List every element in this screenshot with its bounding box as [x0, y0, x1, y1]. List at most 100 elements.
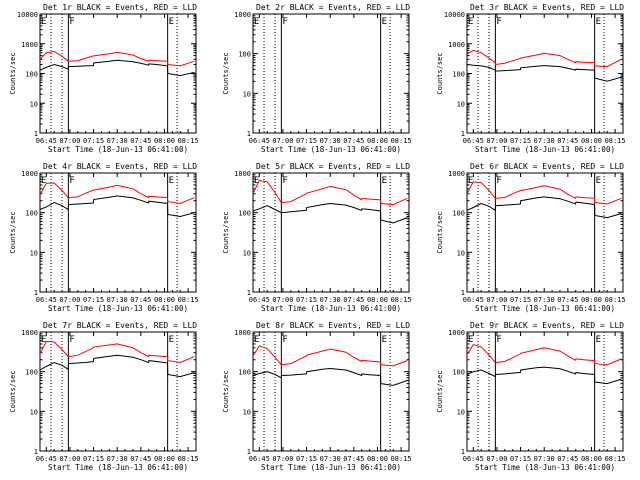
panel-3-xtick-label-5: 08:00	[581, 137, 602, 145]
panel-2-region-marker-0: E	[254, 17, 259, 27]
panel-8-events-line	[252, 367, 408, 386]
panel-4-xtick-label-5: 08:00	[154, 296, 175, 304]
panel-9-ytick-label-1: 100	[452, 369, 465, 377]
panel-7-xtick-label-3: 07:30	[107, 455, 128, 463]
panel-1-title: Det 1r BLACK = Events, RED = LLD	[43, 3, 197, 12]
panel-3-title: Det 3r BLACK = Events, RED = LLD	[470, 3, 624, 12]
panel-9-ytick-label-3: 1	[461, 448, 465, 456]
panel-2-ylabel: Counts/sec	[222, 52, 230, 94]
panel-1-xtick-label-3: 07:30	[107, 137, 128, 145]
panel-2-xtick-label-0: 06:45	[249, 137, 270, 145]
panel-2-xtick-label-1: 07:00	[272, 137, 293, 145]
panel-4-xlabel: Start Time (18-Jun-13 06:41:00)	[48, 304, 188, 313]
panel-5-ylabel: Counts/sec	[222, 211, 230, 253]
panel-6-xlabel: Start Time (18-Jun-13 06:41:00)	[475, 304, 615, 313]
panel-9-region-marker-2: E	[596, 335, 601, 345]
panel-3-region-marker-2: E	[596, 17, 601, 27]
panel-2-region-marker-1: F	[282, 17, 287, 27]
panel-7-xtick-label-5: 08:00	[154, 455, 175, 463]
panel-1-xtick-label-4: 07:45	[130, 137, 151, 145]
panel-1-xtick-label-1: 07:00	[59, 137, 80, 145]
panel-2-ytick-label-3: 1	[247, 130, 251, 138]
panel-9-xtick-label-4: 07:45	[557, 455, 578, 463]
panel-4-region-marker-0: E	[41, 176, 46, 186]
panel-5-xtick-label-3: 07:30	[320, 296, 341, 304]
panel-9-plot-frame	[466, 331, 624, 452]
panel-4-plot-frame	[39, 172, 197, 293]
panel-5-title: Det 5r BLACK = Events, RED = LLD	[256, 162, 410, 171]
panel-7-title: Det 7r BLACK = Events, RED = LLD	[43, 321, 197, 330]
panel-6-ytick-label-3: 1	[461, 289, 465, 297]
panel-8-xtick-label-0: 06:45	[249, 455, 270, 463]
panel-3-xlabel: Start Time (18-Jun-13 06:41:00)	[475, 145, 615, 154]
panel-1-plot-frame	[39, 13, 197, 134]
panel-8-region-marker-0: E	[254, 335, 259, 345]
panel-6-ylabel: Counts/sec	[436, 211, 444, 253]
panel-7-ylabel: Counts/sec	[9, 370, 17, 412]
panel-7-xtick-label-0: 06:45	[36, 455, 57, 463]
panel-4-xtick-label-3: 07:30	[107, 296, 128, 304]
panel-5-region-marker-1: F	[282, 176, 287, 186]
panel-6-lld-line	[466, 181, 622, 205]
panel-6-xtick-label-2: 07:15	[510, 296, 531, 304]
panel-5-plot-frame	[252, 172, 410, 293]
panel-1-xtick-label-2: 07:15	[83, 137, 104, 145]
panel-4-lld-line	[39, 182, 195, 205]
panel-3-ytick-label-1: 1000	[448, 41, 465, 49]
panel-6-xtick-label-5: 08:00	[581, 296, 602, 304]
panel-7-region-marker-2: E	[169, 335, 174, 345]
panel-3-plot-frame	[466, 13, 624, 134]
panel-5-xtick-label-5: 08:00	[367, 296, 388, 304]
panel-9-xtick-label-6: 08:15	[605, 455, 626, 463]
panel-8-plot-frame	[252, 331, 410, 452]
panel-6-xtick-label-3: 07:30	[534, 296, 555, 304]
panel-7-xtick-label-1: 07:00	[59, 455, 80, 463]
panel-9-ytick-label-0: 1000	[448, 329, 465, 337]
panel-5-ytick-label-3: 1	[247, 289, 251, 297]
panel-4-xtick-label-1: 07:00	[59, 296, 80, 304]
panel-9-lld-line	[466, 344, 622, 366]
panel-8-ylabel: Counts/sec	[222, 370, 230, 412]
panel-6-ytick-label-1: 100	[452, 210, 465, 218]
panel-7-region-marker-0: E	[41, 335, 46, 345]
panel-9-ytick-label-2: 10	[457, 408, 465, 416]
panel-3-events-line	[466, 64, 622, 82]
panel-4-ytick-label-3: 1	[34, 289, 38, 297]
panel-6-title: Det 6r BLACK = Events, RED = LLD	[470, 162, 624, 171]
panel-4-ytick-label-2: 10	[30, 249, 38, 257]
panel-6-ytick-label-2: 10	[457, 249, 465, 257]
panel-4-xtick-label-2: 07:15	[83, 296, 104, 304]
panel-6-xtick-label-0: 06:45	[463, 296, 484, 304]
panel-6-plot-frame	[466, 172, 624, 293]
panel-8-xtick-label-5: 08:00	[367, 455, 388, 463]
panel-2-xtick-label-4: 07:45	[343, 137, 364, 145]
panel-1-ytick-label-1: 1000	[21, 41, 38, 49]
panel-2-plot-frame	[252, 13, 410, 134]
panel-9-region-marker-1: F	[496, 335, 501, 345]
panel-8-lld-line	[252, 345, 408, 367]
panel-5-xtick-label-4: 07:45	[343, 296, 364, 304]
panel-3-ytick-label-0: 10000	[444, 11, 465, 19]
panel-3-region-marker-1: F	[496, 17, 501, 27]
panel-3-xtick-label-2: 07:15	[510, 137, 531, 145]
panel-1-xlabel: Start Time (18-Jun-13 06:41:00)	[48, 145, 188, 154]
panel-6-ytick-label-0: 1000	[448, 170, 465, 178]
panel-7-region-marker-1: F	[69, 335, 74, 345]
panel-5-xtick-label-0: 06:45	[249, 296, 270, 304]
panel-2-region-marker-2: E	[382, 17, 387, 27]
panel-1-ytick-label-2: 100	[25, 71, 38, 79]
panel-9-xtick-label-1: 07:00	[486, 455, 507, 463]
panel-7-xtick-label-6: 08:15	[178, 455, 199, 463]
panel-8-xtick-label-2: 07:15	[296, 455, 317, 463]
panel-6-xtick-label-4: 07:45	[557, 296, 578, 304]
panel-6-events-line	[466, 196, 622, 219]
panel-1-xtick-label-0: 06:45	[36, 137, 57, 145]
panel-2-ytick-label-0: 1000	[234, 11, 251, 19]
panel-7-ytick-label-2: 10	[30, 408, 38, 416]
panel-7-xlabel: Start Time (18-Jun-13 06:41:00)	[48, 463, 188, 472]
panel-9-ylabel: Counts/sec	[436, 370, 444, 412]
panel-8-xtick-label-1: 07:00	[272, 455, 293, 463]
panel-3-xtick-label-1: 07:00	[486, 137, 507, 145]
panel-5-xtick-label-1: 07:00	[272, 296, 293, 304]
